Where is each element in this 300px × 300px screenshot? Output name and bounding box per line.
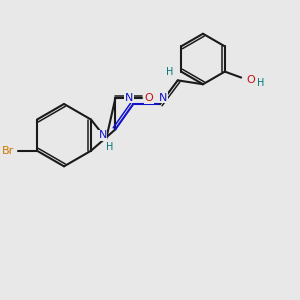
- Text: N: N: [124, 93, 133, 103]
- Text: Br: Br: [2, 146, 14, 156]
- Text: O: O: [246, 75, 255, 85]
- Text: H: H: [166, 67, 173, 77]
- Text: H: H: [257, 78, 264, 88]
- Text: O: O: [144, 93, 153, 103]
- Text: N: N: [98, 130, 107, 140]
- Text: H: H: [106, 142, 113, 152]
- Text: N: N: [159, 93, 167, 103]
